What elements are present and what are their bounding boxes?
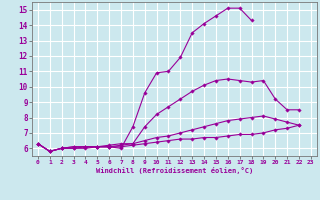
X-axis label: Windchill (Refroidissement éolien,°C): Windchill (Refroidissement éolien,°C) — [96, 167, 253, 174]
